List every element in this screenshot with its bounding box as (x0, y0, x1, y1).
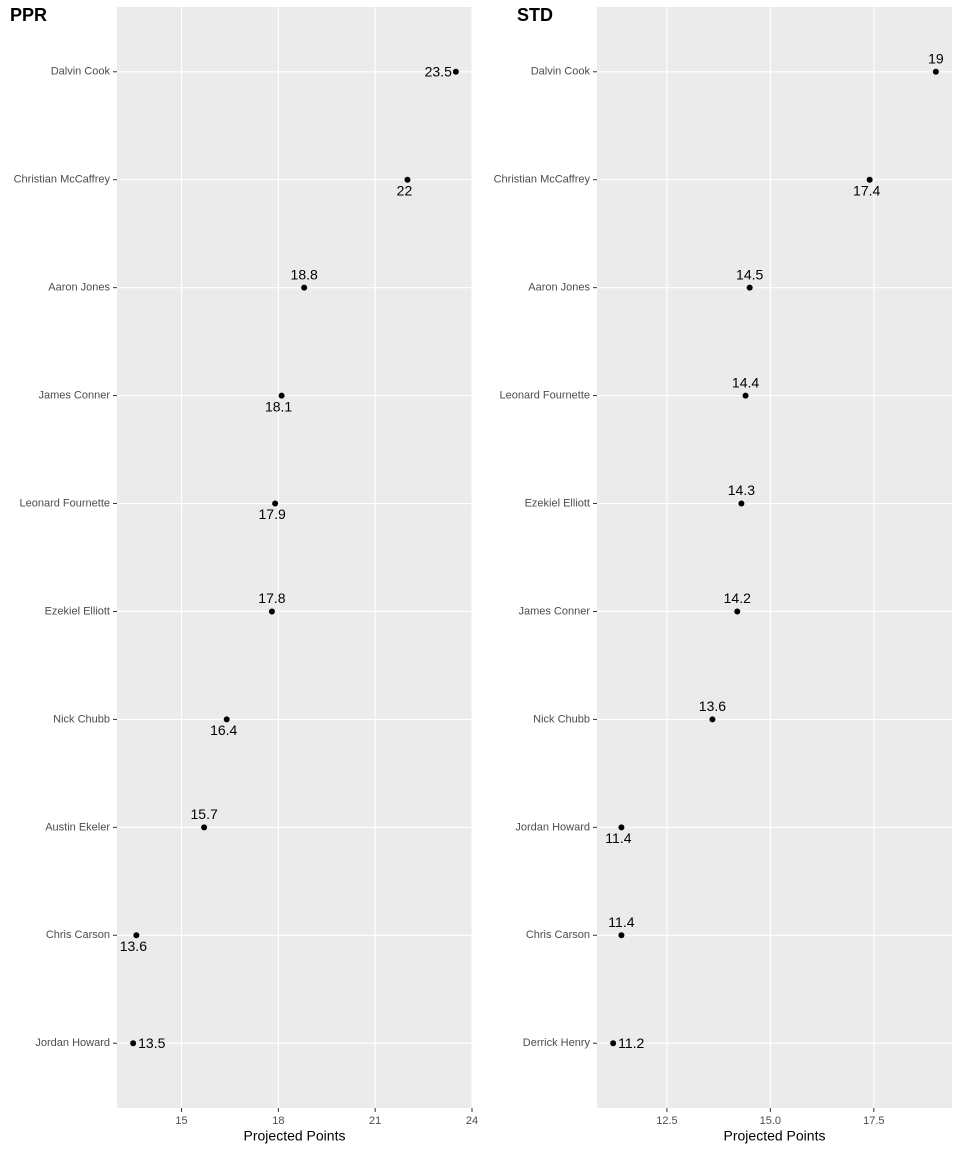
point (618, 932, 625, 939)
point (201, 824, 208, 831)
data-label: 13.6 (120, 938, 147, 954)
x-tick-label: 21 (369, 1115, 381, 1127)
point (301, 284, 308, 291)
y-tick-label: James Conner (38, 389, 110, 401)
point (130, 1040, 137, 1047)
point (738, 500, 745, 507)
x-tick-label: 18 (272, 1115, 284, 1127)
point (223, 716, 230, 723)
point (932, 68, 939, 75)
data-label: 22 (397, 182, 413, 198)
point (268, 608, 275, 615)
point (272, 500, 279, 507)
x-axis-title: Projected Points (244, 1128, 346, 1144)
data-label: 14.2 (724, 590, 751, 606)
point (610, 1040, 617, 1047)
x-tick-label: 12.5 (656, 1115, 677, 1127)
data-label: 11.4 (605, 830, 631, 846)
data-label: 14.4 (732, 374, 759, 390)
y-tick-label: Chris Carson (46, 929, 110, 941)
data-label: 18.1 (265, 398, 292, 414)
y-tick-label: Derrick Henry (523, 1037, 591, 1049)
y-tick-label: Leonard Fournette (19, 497, 110, 509)
data-label: 14.5 (736, 266, 763, 282)
y-tick-label: Christian McCaffrey (494, 174, 591, 186)
plot-background (597, 7, 952, 1108)
data-label: 15.7 (191, 806, 218, 822)
y-tick-label: James Conner (518, 605, 590, 617)
data-label: 16.4 (210, 722, 237, 738)
x-tick-label: 15.0 (760, 1115, 781, 1127)
y-tick-label: Christian McCaffrey (14, 174, 111, 186)
data-label: 13.6 (699, 698, 726, 714)
x-tick-label: 15 (175, 1115, 187, 1127)
y-tick-label: Leonard Fournette (499, 389, 590, 401)
x-tick-label: 17.5 (863, 1115, 884, 1127)
y-tick-label: Ezekiel Elliott (525, 497, 590, 509)
y-tick-label: Dalvin Cook (531, 66, 591, 78)
data-label: 11.2 (618, 1035, 644, 1051)
x-tick-label: 24 (466, 1115, 478, 1127)
data-label: 17.9 (259, 506, 286, 522)
point (278, 392, 285, 399)
y-tick-label: Ezekiel Elliott (45, 605, 110, 617)
data-label: 18.8 (291, 266, 318, 282)
y-tick-label: Nick Chubb (53, 713, 110, 725)
data-label: 17.4 (853, 182, 880, 198)
point (709, 716, 716, 723)
y-tick-label: Jordan Howard (35, 1037, 110, 1049)
panel-title: STD (517, 5, 553, 25)
point (404, 176, 411, 183)
y-tick-label: Nick Chubb (533, 713, 590, 725)
data-label: 11.4 (608, 914, 634, 930)
y-tick-label: Austin Ekeler (45, 821, 110, 833)
data-label: 14.3 (728, 482, 755, 498)
point (742, 392, 749, 399)
y-tick-label: Aaron Jones (48, 282, 110, 294)
data-label: 23.5 (425, 63, 452, 79)
point (618, 824, 625, 831)
data-label: 19 (928, 50, 944, 66)
panel-title: PPR (10, 5, 47, 25)
data-label: 13.5 (138, 1035, 165, 1051)
y-tick-label: Aaron Jones (528, 282, 590, 294)
point (866, 176, 873, 183)
x-axis-title: Projected Points (724, 1128, 826, 1144)
point (746, 284, 753, 291)
point (452, 68, 459, 75)
plot-background (117, 7, 472, 1108)
point (133, 932, 140, 939)
y-tick-label: Chris Carson (526, 929, 590, 941)
data-label: 17.8 (258, 590, 285, 606)
y-tick-label: Dalvin Cook (51, 66, 111, 78)
point (734, 608, 741, 615)
y-tick-label: Jordan Howard (515, 821, 590, 833)
